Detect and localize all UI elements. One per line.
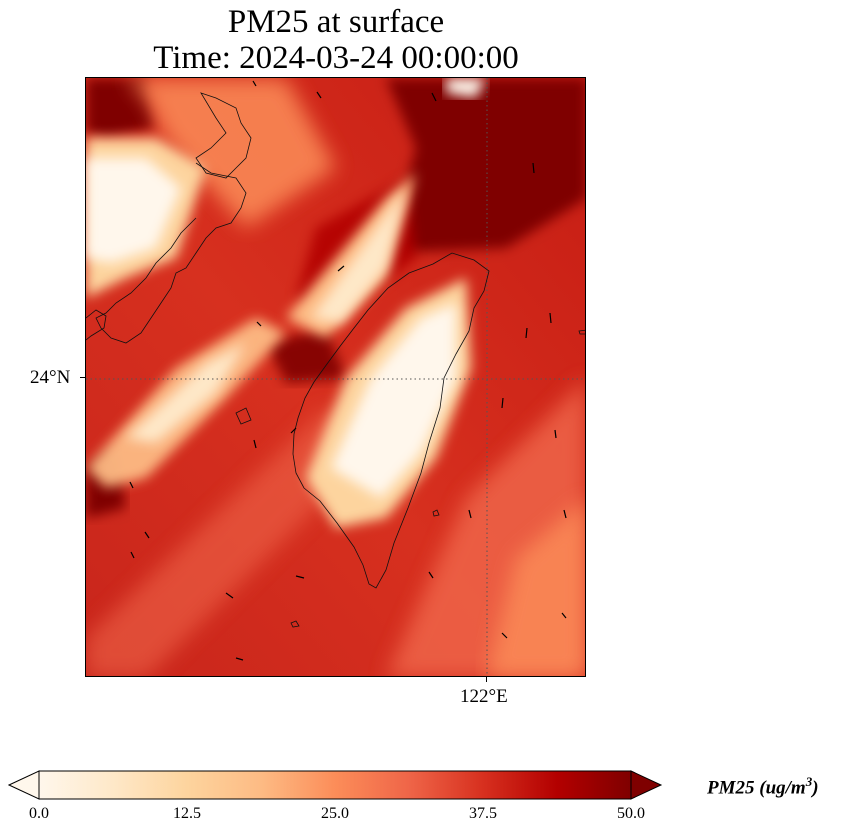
lon-tick-mark [486, 677, 487, 682]
colorbar-gradient [38, 770, 632, 800]
colorbar-tick-3: 37.5 [469, 805, 497, 822]
colorbar-label-sup: 3 [805, 774, 813, 789]
colorbar-label-close: ) [812, 777, 819, 799]
chart-title-line2: Time: 2024-03-24 00:00:00 [153, 40, 519, 76]
colorbar-tick-4: 50.0 [617, 805, 645, 822]
chart-title-line1: PM25 at surface [227, 4, 445, 40]
colorbar-label-text: PM25 (ug/m [707, 777, 806, 799]
colorbar-extend-max [630, 770, 663, 800]
lon-tick-label: 122°E [460, 686, 508, 707]
gridlines [86, 78, 585, 676]
colorbar-tick-1: 12.5 [173, 805, 201, 822]
colorbar [8, 770, 663, 800]
map-svg [86, 78, 585, 676]
coastline [86, 92, 585, 628]
lat-tick-label: 24°N [30, 367, 71, 388]
pm25-field [86, 78, 585, 676]
wind-vectors [129, 80, 567, 661]
lat-tick-mark [80, 377, 85, 378]
map-plot-area [85, 77, 586, 677]
colorbar-label: PM25 (ug/m3) [707, 774, 819, 799]
colorbar-tick-0: 0.0 [29, 805, 49, 822]
colorbar-tick-2: 25.0 [321, 805, 349, 822]
colorbar-extend-min [8, 770, 40, 800]
